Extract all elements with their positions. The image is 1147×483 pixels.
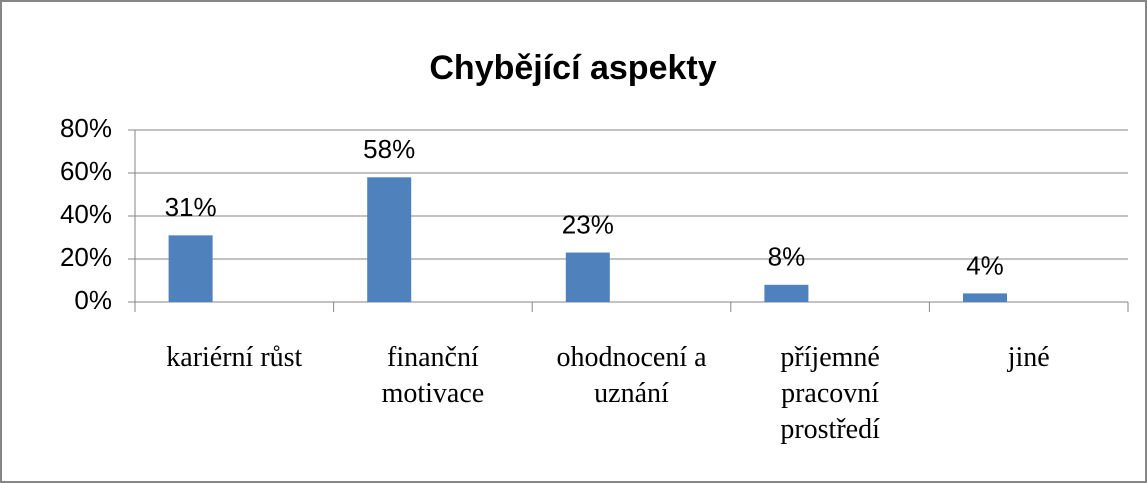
x-tick-label: ohodnocení a uznání <box>556 342 707 409</box>
bar <box>565 252 610 302</box>
data-label: 23% <box>562 209 614 239</box>
bar <box>963 293 1008 302</box>
chart-title: Chybějící aspekty <box>429 49 716 87</box>
x-tick-label: kariérní růst <box>166 342 303 373</box>
y-tick-label: 0% <box>74 285 112 315</box>
x-tick-label: příjemné pracovní prostředí <box>780 342 880 445</box>
bar <box>367 177 412 302</box>
bar <box>764 284 809 302</box>
y-tick-label: 40% <box>60 199 112 229</box>
bar <box>168 235 213 302</box>
x-tick-label: finanční motivace <box>381 342 485 409</box>
x-tick-label: jiné <box>1007 342 1050 373</box>
y-tick-label: 20% <box>60 242 112 272</box>
data-label: 4% <box>966 250 1004 280</box>
data-label: 8% <box>768 242 806 272</box>
data-label: 31% <box>165 192 217 222</box>
data-label: 58% <box>363 134 415 164</box>
y-tick-label: 80% <box>60 113 112 143</box>
y-tick-label: 60% <box>60 156 112 186</box>
